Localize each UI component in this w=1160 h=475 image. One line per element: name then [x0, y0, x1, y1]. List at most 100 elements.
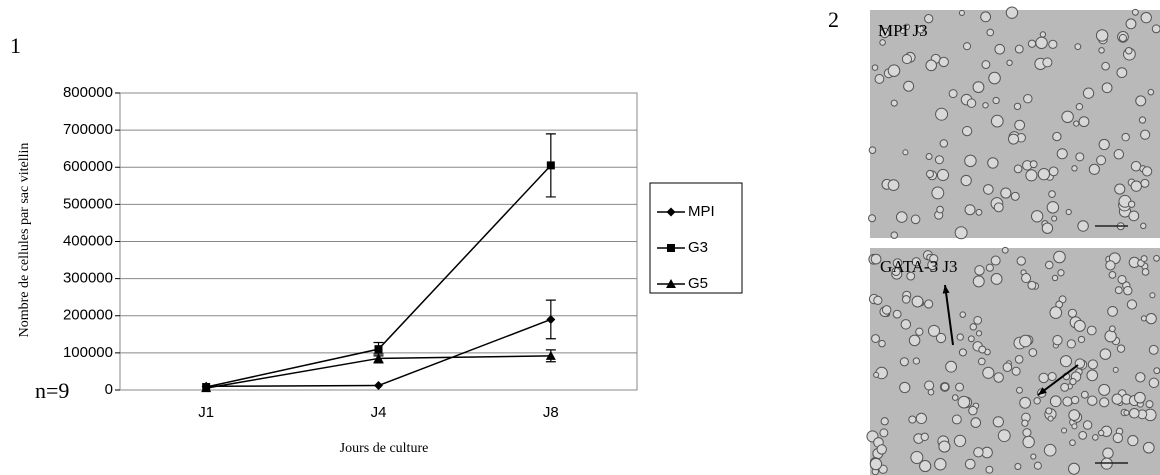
- y-tick-label: 700000: [63, 121, 113, 138]
- cell: [938, 56, 949, 68]
- cell: [1078, 430, 1088, 440]
- cell: [1108, 271, 1117, 279]
- cell: [1113, 149, 1125, 160]
- marker: [667, 244, 675, 252]
- cell: [973, 315, 983, 325]
- cell: [967, 335, 975, 343]
- cell: [1013, 164, 1023, 174]
- y-tick-label: 400000: [63, 232, 113, 249]
- marker: [545, 350, 556, 360]
- x-axis-label: Jours de culture: [340, 441, 429, 456]
- cell: [1148, 344, 1159, 355]
- cell: [1069, 377, 1077, 386]
- cell: [1140, 255, 1148, 263]
- x-tick-label: J8: [543, 404, 559, 421]
- cell: [953, 434, 967, 448]
- y-tick-label: 100000: [63, 344, 113, 361]
- cell: [1128, 210, 1140, 222]
- cell: [1111, 393, 1123, 405]
- cell: [1048, 190, 1056, 198]
- cell: [1101, 61, 1110, 71]
- cell: [1033, 397, 1041, 405]
- marker: [201, 383, 212, 393]
- cell: [987, 157, 999, 169]
- cell: [1123, 285, 1133, 296]
- cell: [1096, 155, 1107, 166]
- cell: [1068, 462, 1080, 475]
- cell: [899, 27, 906, 35]
- cell: [1007, 133, 1020, 145]
- panel-label: 1: [10, 33, 21, 58]
- cell: [980, 11, 992, 23]
- cell: [1053, 250, 1066, 264]
- cell: [899, 357, 909, 367]
- cell: [899, 381, 911, 394]
- cell: [1101, 82, 1113, 94]
- cell: [1099, 348, 1112, 360]
- arrow-head: [942, 285, 950, 294]
- cell: [1071, 423, 1078, 430]
- cell: [958, 9, 965, 16]
- cell: [1097, 429, 1105, 437]
- cell: [985, 263, 994, 272]
- cell: [924, 380, 935, 391]
- cell: [919, 459, 932, 473]
- cell: [1080, 390, 1089, 399]
- cell: [1092, 434, 1099, 441]
- x-tick-label: J1: [198, 404, 214, 421]
- y-tick-label: 300000: [63, 270, 113, 287]
- cell: [1043, 443, 1057, 457]
- cell: [1074, 43, 1082, 51]
- cell: [879, 27, 890, 39]
- arrow-head: [1038, 387, 1047, 395]
- cell: [1060, 382, 1070, 392]
- cell: [968, 405, 978, 416]
- cell: [1068, 409, 1081, 421]
- cell: [1116, 344, 1126, 353]
- cell: [1013, 102, 1022, 111]
- cell: [912, 357, 921, 365]
- cell: [915, 327, 924, 336]
- cell: [1059, 355, 1072, 368]
- cell: [1130, 160, 1142, 172]
- cell: [1077, 220, 1089, 232]
- cell: [988, 71, 1001, 85]
- cell: [1056, 148, 1068, 160]
- cell: [1046, 201, 1060, 214]
- cell: [1021, 419, 1029, 427]
- cell: [890, 231, 899, 239]
- cell: [1047, 372, 1057, 382]
- cell: [1075, 152, 1085, 162]
- cell: [1047, 415, 1054, 422]
- cell: [935, 107, 949, 121]
- cell: [1022, 428, 1032, 438]
- cell: [1125, 47, 1133, 55]
- cell: [1098, 47, 1105, 54]
- cell: [956, 333, 964, 341]
- cell: [1022, 435, 1035, 449]
- cell: [1134, 391, 1146, 404]
- cell: [973, 447, 984, 458]
- marker: [546, 161, 555, 170]
- cell: [978, 345, 987, 354]
- cell: [982, 366, 995, 379]
- marker: [666, 279, 676, 288]
- cell: [975, 330, 983, 337]
- cell: [1140, 178, 1150, 188]
- cell: [959, 311, 967, 318]
- cell: [1027, 39, 1037, 48]
- y-tick-label: 600000: [63, 158, 113, 175]
- cell: [1035, 36, 1048, 50]
- cell: [957, 395, 971, 409]
- cell: [1087, 395, 1098, 406]
- cell: [924, 299, 934, 309]
- cell: [868, 146, 877, 154]
- cell: [869, 457, 883, 471]
- cell: [1029, 160, 1038, 169]
- cell: [1002, 362, 1013, 372]
- cell: [1142, 441, 1155, 454]
- cell: [1052, 335, 1063, 346]
- cell: [927, 388, 935, 396]
- cell: [948, 89, 958, 99]
- cell: [1129, 407, 1140, 419]
